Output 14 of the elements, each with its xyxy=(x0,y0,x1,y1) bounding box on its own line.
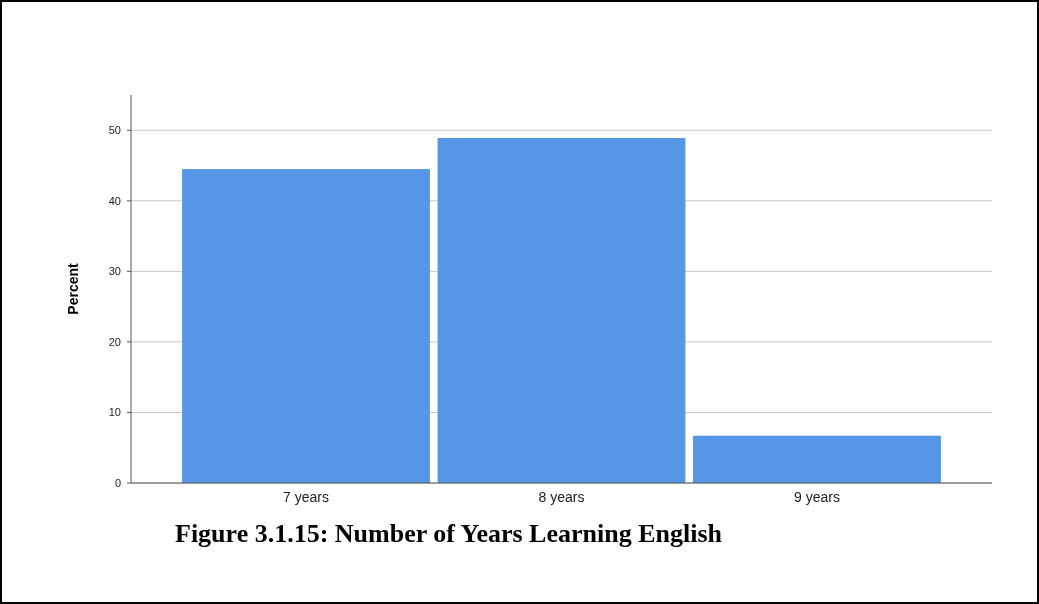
y-tick-label: 40 xyxy=(108,194,121,207)
bar xyxy=(693,435,941,483)
text: Figure 3.1.15: Number of Years Learning English xyxy=(175,519,723,548)
x-tick-label: 7 years xyxy=(283,489,329,505)
y-tick-label: 20 xyxy=(108,335,121,348)
y-axis-title: Percent xyxy=(65,262,81,315)
x-tick-label: 9 years xyxy=(794,489,840,505)
y-tick-label: 10 xyxy=(108,406,121,419)
y-tick-label: 30 xyxy=(108,265,121,278)
y-tick-label: 0 xyxy=(114,476,121,489)
bar xyxy=(437,138,686,483)
x-tick-label: 8 years xyxy=(538,489,585,505)
y-tick-label: 50 xyxy=(108,124,121,137)
bar xyxy=(182,169,430,483)
